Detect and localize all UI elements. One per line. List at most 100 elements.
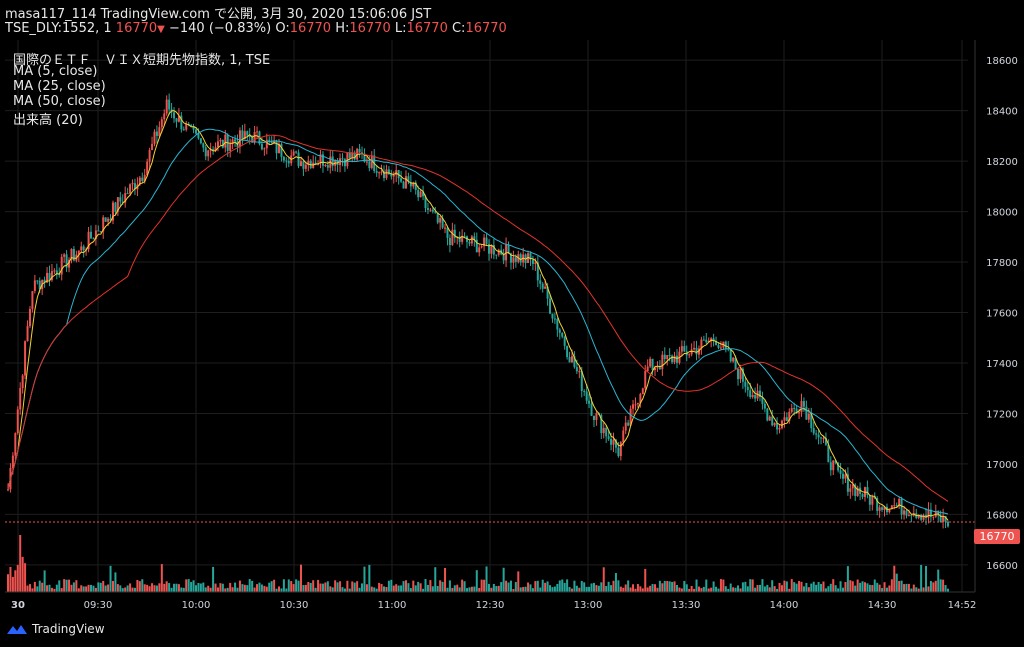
legend-title[interactable]: 国際のＥＴＦ ＶＩＸ短期先物指数, 1, TSE: [13, 53, 271, 68]
volume-bar: [627, 580, 630, 592]
candle-body: [619, 442, 622, 457]
candle-body: [632, 404, 635, 409]
volume-bar: [361, 583, 364, 592]
candle-body: [60, 256, 63, 275]
volume-bar: [668, 581, 671, 592]
candle-body: [263, 148, 266, 150]
volume-bar: [690, 585, 693, 592]
candle-body: [160, 119, 163, 128]
volume-bar: [780, 585, 783, 592]
candle-body: [173, 112, 176, 119]
legend-ma25[interactable]: MA (25, close): [13, 79, 106, 94]
volume-bar: [419, 583, 422, 592]
ma50-line: [7, 134, 949, 502]
candle-body: [278, 143, 281, 154]
volume-bar: [851, 581, 854, 592]
volume-bar: [734, 587, 737, 592]
volume-bar: [392, 585, 395, 592]
candle-body: [324, 165, 327, 167]
volume-bar: [404, 580, 407, 592]
candle-body: [768, 416, 771, 421]
volume-bar: [654, 584, 657, 592]
legend-ma50[interactable]: MA (50, close): [13, 94, 106, 109]
volume-bar: [148, 586, 151, 592]
candle-body: [851, 484, 854, 489]
volume-bar: [109, 565, 112, 592]
candle-body: [72, 248, 75, 261]
candle-body: [68, 259, 71, 268]
volume-bar: [448, 580, 451, 592]
candle-body: [900, 498, 903, 515]
volume-bar: [549, 585, 552, 592]
volume-bar: [43, 570, 46, 592]
legend-ma5[interactable]: MA (5, close): [13, 64, 98, 79]
volume-bar: [263, 585, 266, 592]
volume-bar: [563, 582, 566, 592]
candle-body: [307, 160, 310, 165]
candle-body: [571, 356, 573, 363]
volume-bar: [546, 581, 549, 592]
candle-body: [588, 400, 591, 404]
candle-body: [551, 313, 554, 319]
volume-bar: [732, 587, 735, 592]
candle-body: [70, 248, 73, 260]
candle-body: [385, 169, 388, 179]
candle-body: [810, 413, 813, 429]
volume-bar: [129, 583, 132, 592]
candle-body: [11, 455, 14, 468]
candle-body: [536, 262, 539, 281]
volume-bar: [925, 565, 928, 592]
candle-body: [97, 230, 100, 232]
volume-bar: [209, 587, 212, 592]
volume-bar: [155, 585, 158, 592]
volume-bar: [507, 582, 510, 592]
volume-bar: [424, 579, 427, 592]
volume-bar: [922, 587, 925, 592]
volume-bar: [373, 587, 376, 592]
candle-body: [656, 367, 659, 369]
candle-body: [231, 139, 234, 145]
volume-bar: [666, 581, 669, 592]
candle-body: [739, 368, 742, 380]
volume-bar: [11, 576, 14, 592]
volume-bar: [820, 583, 823, 592]
candle-body: [785, 417, 788, 422]
volume-bar: [827, 586, 830, 592]
volume-bar: [600, 582, 603, 592]
candle-body: [151, 143, 154, 151]
candle-body: [246, 131, 249, 136]
ma25-line: [7, 128, 949, 515]
candlesticks: [7, 93, 949, 529]
candle-body: [346, 152, 349, 167]
candle-body: [907, 515, 910, 517]
candle-body: [43, 279, 46, 283]
candle-body: [920, 514, 923, 520]
volume-bar: [229, 582, 232, 592]
volume-bar: [16, 564, 19, 592]
volume-bar: [727, 588, 730, 592]
price-axis[interactable]: 16600 16800 17000 17200 17400 17600 17800 18000…: [974, 40, 1018, 592]
candle-body: [483, 237, 486, 247]
volume-bar: [275, 588, 278, 592]
volume-bar: [197, 583, 200, 592]
candle-body: [534, 262, 537, 264]
candle-body: [28, 309, 31, 327]
volume-bar: [573, 580, 576, 592]
volume-bar: [754, 587, 757, 592]
volume-bar: [68, 579, 71, 592]
legend-volume[interactable]: 出来高 (20): [13, 113, 83, 128]
candle-body: [321, 154, 324, 166]
time-axis[interactable]: 30 09:30 10:00 10:30 11:00 12:30 13:00 13:30 14:…: [5, 591, 976, 611]
tradingview-brand[interactable]: TradingView: [6, 622, 105, 636]
volume-bar: [568, 587, 571, 592]
candle-body: [890, 505, 893, 510]
volume-bar: [675, 584, 678, 592]
candle-body: [102, 217, 105, 232]
candle-body: [470, 236, 473, 244]
candle-body: [436, 212, 439, 223]
volume-bar: [400, 585, 403, 592]
candle-body: [341, 158, 344, 160]
volume-bar: [111, 580, 114, 592]
volume-bar: [502, 567, 505, 592]
